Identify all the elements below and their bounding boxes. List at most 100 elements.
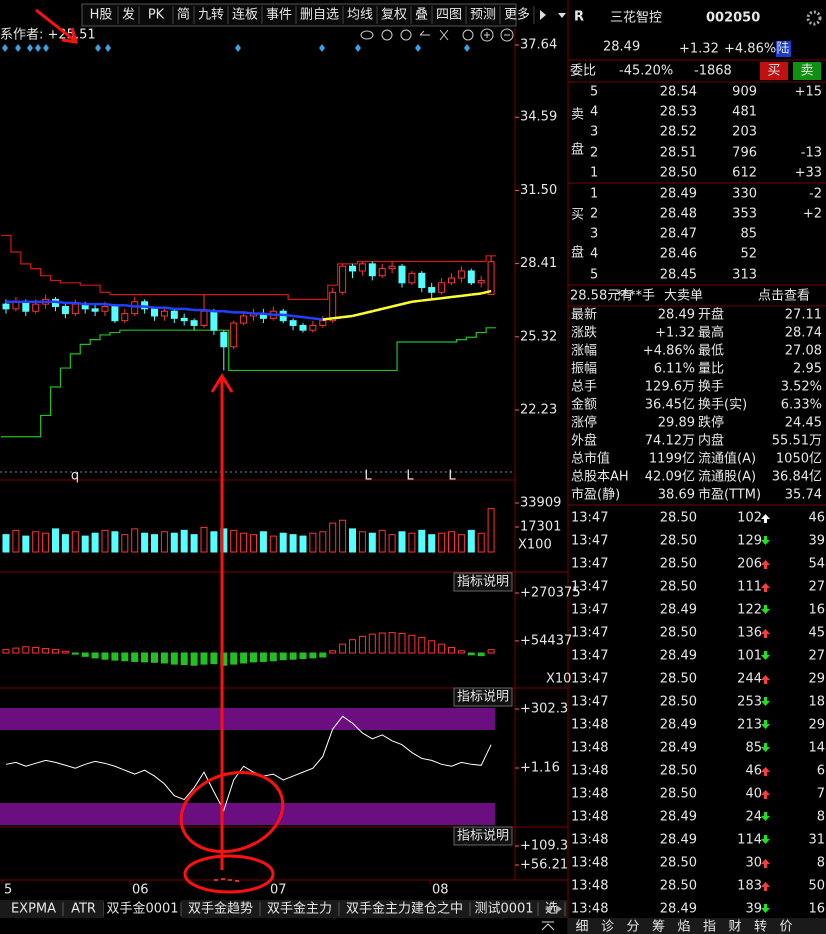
axis-label: 22.23 (520, 403, 557, 418)
tab[interactable]: 双手金0001 (106, 901, 178, 917)
tab[interactable]: 双手金主力 (267, 901, 332, 917)
indicator-bar (358, 635, 366, 654)
stat-value: 28.49 (658, 308, 695, 323)
candle-body (319, 320, 327, 326)
indicator-note-button[interactable] (453, 572, 513, 592)
toolbar-button[interactable]: 事件 (266, 8, 292, 23)
volume-bar (180, 529, 188, 553)
buy-label[interactable]: 买 (767, 64, 780, 79)
buy-button[interactable] (760, 62, 788, 80)
trade-count: 27 (808, 580, 825, 595)
candle-body (200, 310, 208, 326)
trade-count: 50 (808, 879, 825, 894)
indicator-note-button[interactable] (453, 687, 513, 707)
tab[interactable]: 双手金趋势 (188, 901, 253, 917)
indicator-bar (42, 648, 50, 654)
trade-price: 28.49 (660, 810, 697, 825)
scroll-left[interactable] (545, 905, 551, 913)
tab[interactable]: 双手金主力建仓之中 (346, 901, 463, 917)
ma-segment (391, 302, 403, 308)
side-tab[interactable]: 转 (754, 920, 767, 934)
toolbar-button[interactable]: 更多 (504, 7, 530, 23)
indicator-note[interactable]: 指标说明 (457, 575, 509, 590)
toolbar-button[interactable]: H股 (90, 8, 113, 23)
trade-price: 28.50 (660, 511, 697, 526)
side-tab[interactable]: 价 (779, 920, 792, 934)
volume-bar (329, 522, 337, 553)
tab[interactable]: ATR (71, 902, 96, 917)
scroll-right[interactable] (556, 905, 562, 913)
side-tab[interactable]: 细 (575, 920, 588, 934)
indicator-bar (418, 636, 426, 654)
indicator-note-button[interactable] (453, 826, 513, 846)
last-price: 28.49 (603, 40, 640, 55)
volume-bar (141, 532, 149, 553)
ma-segment (223, 309, 234, 314)
toolbar-button[interactable]: 简 (177, 7, 190, 23)
trade-arrow (761, 835, 770, 844)
stat-label: 跌停 (698, 415, 724, 431)
side-tab[interactable]: 分 (626, 920, 639, 934)
axis-label: +1.16 (520, 761, 560, 776)
tab-active (104, 900, 181, 918)
trade-count: 14 (808, 741, 825, 756)
volume-bar (408, 532, 416, 553)
ma-segment (411, 299, 422, 303)
sell-button[interactable] (793, 62, 821, 80)
volume-bar (52, 528, 59, 553)
axis-label: 25.32 (520, 329, 557, 344)
trade-volume: 206 (737, 557, 762, 572)
stat-label: 流通股(A) (698, 470, 756, 485)
volume-bar (61, 534, 69, 553)
ma-segment (75, 301, 86, 306)
ma-segment (471, 292, 482, 296)
indicator-bar (309, 652, 317, 659)
tag-box (776, 41, 791, 57)
indicator-bar (71, 652, 79, 655)
side-tab[interactable]: 筹 (652, 919, 665, 934)
candle-body (2, 303, 10, 310)
toolbar-button[interactable]: 九转 (198, 8, 224, 23)
indicator-bar (160, 652, 168, 664)
indicator-bar (170, 652, 178, 665)
side-tab[interactable]: 诊 (601, 920, 614, 934)
indicator-bar (349, 639, 356, 654)
trade-arrow (761, 675, 770, 684)
trade-volume: 253 (737, 695, 762, 710)
date-label: 06 (132, 883, 149, 898)
toolbar-button[interactable]: PK (148, 8, 165, 23)
settings[interactable] (806, 10, 822, 26)
toolbar-button[interactable]: 连板 (232, 7, 258, 23)
toolbar-button[interactable]: 均线 (347, 8, 373, 23)
tab[interactable]: 选 (545, 902, 558, 917)
axis-label: 34.59 (520, 110, 557, 125)
ma-segment (431, 296, 442, 301)
sell-label[interactable]: 卖 (800, 64, 813, 79)
volume-bar (230, 529, 238, 553)
big-order[interactable]: 点击查看 (758, 288, 810, 304)
stat-label: 最新 (571, 307, 597, 323)
toolbar-button[interactable]: 复权 (381, 7, 407, 23)
volume-bar (339, 519, 347, 553)
level: 5 (590, 268, 598, 283)
indicator-bar (101, 652, 109, 660)
candle-body (220, 332, 228, 348)
indicator-note[interactable]: 指标说明 (457, 829, 509, 844)
indicator-line (5, 715, 492, 812)
tab[interactable]: EXPMA (11, 902, 56, 917)
toolbar-button[interactable]: 删自选 (300, 8, 339, 23)
toolbar-button[interactable]: 发 (122, 7, 135, 23)
toolbar-button[interactable]: 预测 (470, 8, 496, 23)
signal-marker: q (71, 469, 79, 484)
indicator-note[interactable]: 指标说明 (457, 690, 509, 705)
volume-bar (428, 534, 436, 553)
tab[interactable]: 测试0001 (474, 902, 533, 917)
volume-bar (269, 535, 277, 553)
side-tab[interactable]: 指 (703, 920, 716, 934)
trade-volume: 136 (737, 626, 762, 641)
side-tab[interactable]: 财 (728, 920, 741, 934)
toolbar-button[interactable]: 叠 (415, 8, 428, 23)
side-tab[interactable]: 焰 (677, 920, 690, 934)
stat-label: 总市值 (571, 451, 610, 467)
toolbar-button[interactable]: 四图 (436, 8, 462, 23)
